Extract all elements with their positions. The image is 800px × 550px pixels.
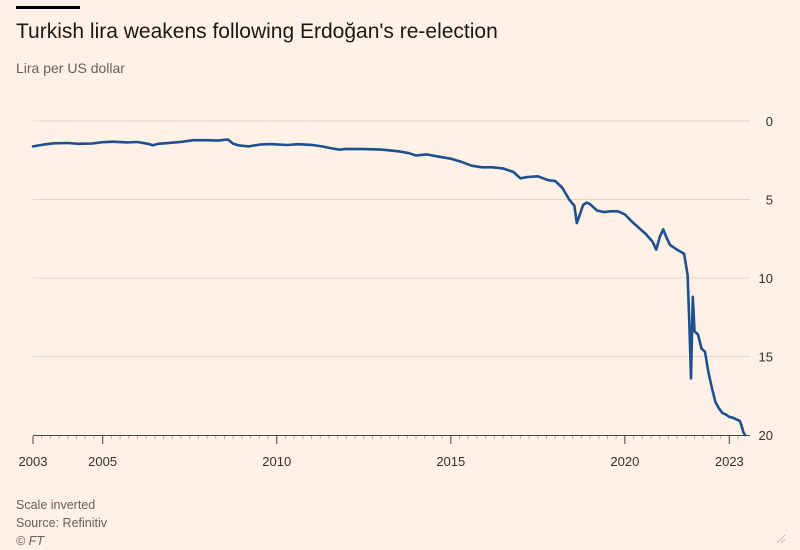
x-tick-label: 2020	[610, 454, 639, 469]
footnotes: Scale inverted Source: Refinitiv © FT	[16, 496, 107, 550]
scale-note: Scale inverted	[16, 498, 96, 512]
x-axis: 2003 2005 2010 2015 2020 2023	[19, 435, 750, 469]
series-group	[31, 138, 747, 437]
gridlines	[33, 120, 750, 357]
chart-title: Turkish lira weakens following Erdoğan's…	[16, 20, 498, 43]
series-line-0	[31, 138, 747, 437]
resize-handle-icon[interactable]	[774, 532, 786, 544]
x-tick-label: 2010	[262, 454, 291, 469]
x-tick-label: 2003	[19, 454, 48, 469]
y-tick-label: 0	[766, 114, 773, 129]
y-tick-label: 5	[766, 193, 773, 208]
x-tick-label: 2005	[88, 454, 117, 469]
x-tick-label: 2023	[715, 454, 744, 469]
y-tick-label: 20	[759, 428, 773, 443]
y-tick-label: 15	[759, 350, 773, 365]
x-tick-label: 2015	[436, 454, 465, 469]
brand-bar	[16, 6, 80, 9]
chart-subtitle: Lira per US dollar	[16, 60, 125, 76]
y-tick-label: 10	[759, 271, 773, 286]
y-axis-ticks: 0 5 10 15 20	[759, 114, 773, 443]
source-note: Source: Refinitiv	[16, 516, 108, 530]
copyright: © FT	[16, 534, 44, 548]
